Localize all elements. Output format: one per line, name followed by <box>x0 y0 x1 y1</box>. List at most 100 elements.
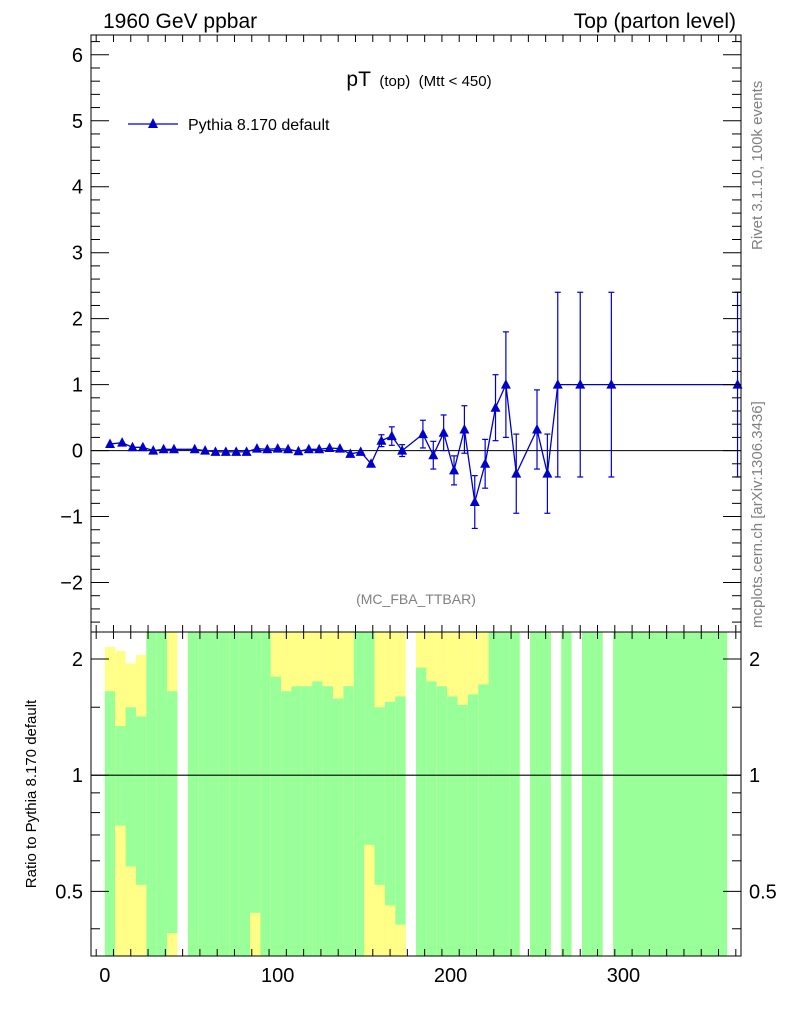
analysis-watermark: (MC_FBA_TTBAR) <box>356 591 476 607</box>
ratio-band-inner <box>436 686 448 956</box>
ratio-band-outer-low <box>135 884 147 956</box>
x-tick-label: 300 <box>607 965 640 987</box>
ratio-band-inner <box>187 632 199 956</box>
pythia-series <box>105 291 743 530</box>
ratio-band-outer-low <box>250 912 261 956</box>
ratio-band-inner <box>125 707 136 956</box>
data-point <box>459 423 470 434</box>
data-point <box>417 428 428 439</box>
data-point <box>127 441 138 452</box>
data-point <box>314 443 325 454</box>
data-point <box>200 445 211 455</box>
data-point <box>293 445 304 456</box>
plot-title-main: pT <box>346 68 371 91</box>
data-point <box>210 446 221 456</box>
ratio-band-inner <box>167 691 178 956</box>
ratio-y-tick-label: 0.5 <box>55 881 83 903</box>
data-point <box>220 446 231 456</box>
ratio-band-inner <box>343 686 354 956</box>
plot-title-sub2: (Mtt < 450) <box>419 73 492 90</box>
ratio-band-inner <box>156 632 168 956</box>
ratio-band-inner <box>447 696 458 956</box>
ratio-band-outer-low <box>384 905 396 956</box>
y-tick-label: 1 <box>72 375 83 397</box>
ratio-bands <box>104 632 728 956</box>
data-point <box>552 379 563 389</box>
rivet-label: Rivet 3.1.10, 100k events <box>749 81 766 250</box>
ratio-y-tick-label: 2 <box>72 649 83 671</box>
data-point <box>272 443 283 453</box>
plot-title: pT (top) (Mtt < 450) <box>346 68 491 91</box>
legend-label: Pythia 8.170 default <box>188 117 330 134</box>
y-tick-label: 2 <box>72 309 83 331</box>
y-tick-label: 0 <box>72 441 83 463</box>
ratio-band-inner <box>509 632 520 956</box>
ratio-band-inner <box>281 691 292 956</box>
data-point <box>606 379 617 389</box>
ratio-band-outer-low <box>167 933 178 956</box>
header-right-title: Top (parton level) <box>574 10 736 33</box>
ratio-band-inner <box>561 632 572 956</box>
series-line <box>109 382 738 503</box>
y-tick-label: 6 <box>72 45 83 67</box>
ratio-band-inner <box>250 632 261 956</box>
ratio-plot-frame <box>90 631 742 957</box>
mcplots-label: mcplots.cern.ch [arXiv:1306.3436] <box>749 401 766 628</box>
y-tick-label: 3 <box>72 243 83 265</box>
data-point <box>117 437 128 447</box>
data-point <box>283 443 294 454</box>
ratio-band-inner <box>457 705 468 956</box>
data-point <box>542 468 553 478</box>
data-point <box>189 443 200 454</box>
ratio-band-inner <box>333 698 344 956</box>
data-point <box>324 442 335 452</box>
ratio-band-inner <box>198 632 209 956</box>
ratio-band-outer-low <box>115 825 126 956</box>
ratio-y-tick-label: 1 <box>72 765 83 787</box>
data-point <box>532 423 543 434</box>
plot-title-sub1: (top) <box>379 73 410 90</box>
ratio-band-inner <box>613 632 728 956</box>
ratio-band-inner <box>488 632 499 956</box>
data-point <box>386 430 397 441</box>
ratio-band-inner <box>374 707 385 956</box>
ratio-band-inner <box>384 701 396 956</box>
ratio-band-outer-low <box>374 884 385 956</box>
data-point <box>345 448 356 458</box>
ratio-band-inner <box>322 686 334 956</box>
y-tick-label: −2 <box>60 573 83 595</box>
y-tick-label: 5 <box>72 111 83 133</box>
data-point <box>137 441 148 452</box>
data-point <box>148 445 159 455</box>
ratio-band-inner <box>426 681 437 956</box>
main-y-axis-ticks: −2 −1 0 1 2 3 4 5 6 <box>60 41 741 623</box>
ratio-band-inner <box>467 694 479 956</box>
ratio-band-inner <box>478 684 489 956</box>
legend: Pythia 8.170 default <box>128 117 330 134</box>
ratio-band-outer-low <box>125 866 136 956</box>
data-point <box>231 446 242 456</box>
ratio-plot-panel: 0.5 0.5 1 1 2 2 0 100 200 300 Ratio to Pythia 8.… <box>23 631 777 987</box>
y-tick-label: 4 <box>72 177 83 199</box>
ratio-band-inner <box>395 696 406 956</box>
data-point <box>303 443 314 454</box>
legend-marker <box>148 118 158 128</box>
ratio-band-inner <box>498 632 510 956</box>
data-point <box>438 427 449 437</box>
ratio-band-inner <box>416 667 427 956</box>
data-point <box>500 379 511 389</box>
main-x-axis-ticks <box>95 35 737 632</box>
main-plot-panel: −2 −1 0 1 2 3 4 5 6 pT (top) (Mtt < 450) Pythia … <box>60 34 743 633</box>
x-tick-label: 200 <box>434 965 467 987</box>
data-point <box>490 402 501 412</box>
x-tick-label: 100 <box>261 965 294 987</box>
data-point <box>366 458 377 468</box>
ratio-y-axis-ticks: 0.5 0.5 1 1 2 2 <box>55 649 777 930</box>
ratio-y-axis-label: Ratio to Pythia 8.170 default <box>23 699 40 888</box>
data-point <box>355 446 366 456</box>
ratio-band-outer-low <box>395 924 406 956</box>
data-point <box>251 443 262 453</box>
ratio-band-inner <box>270 676 282 956</box>
y-tick-label: −1 <box>60 507 83 529</box>
